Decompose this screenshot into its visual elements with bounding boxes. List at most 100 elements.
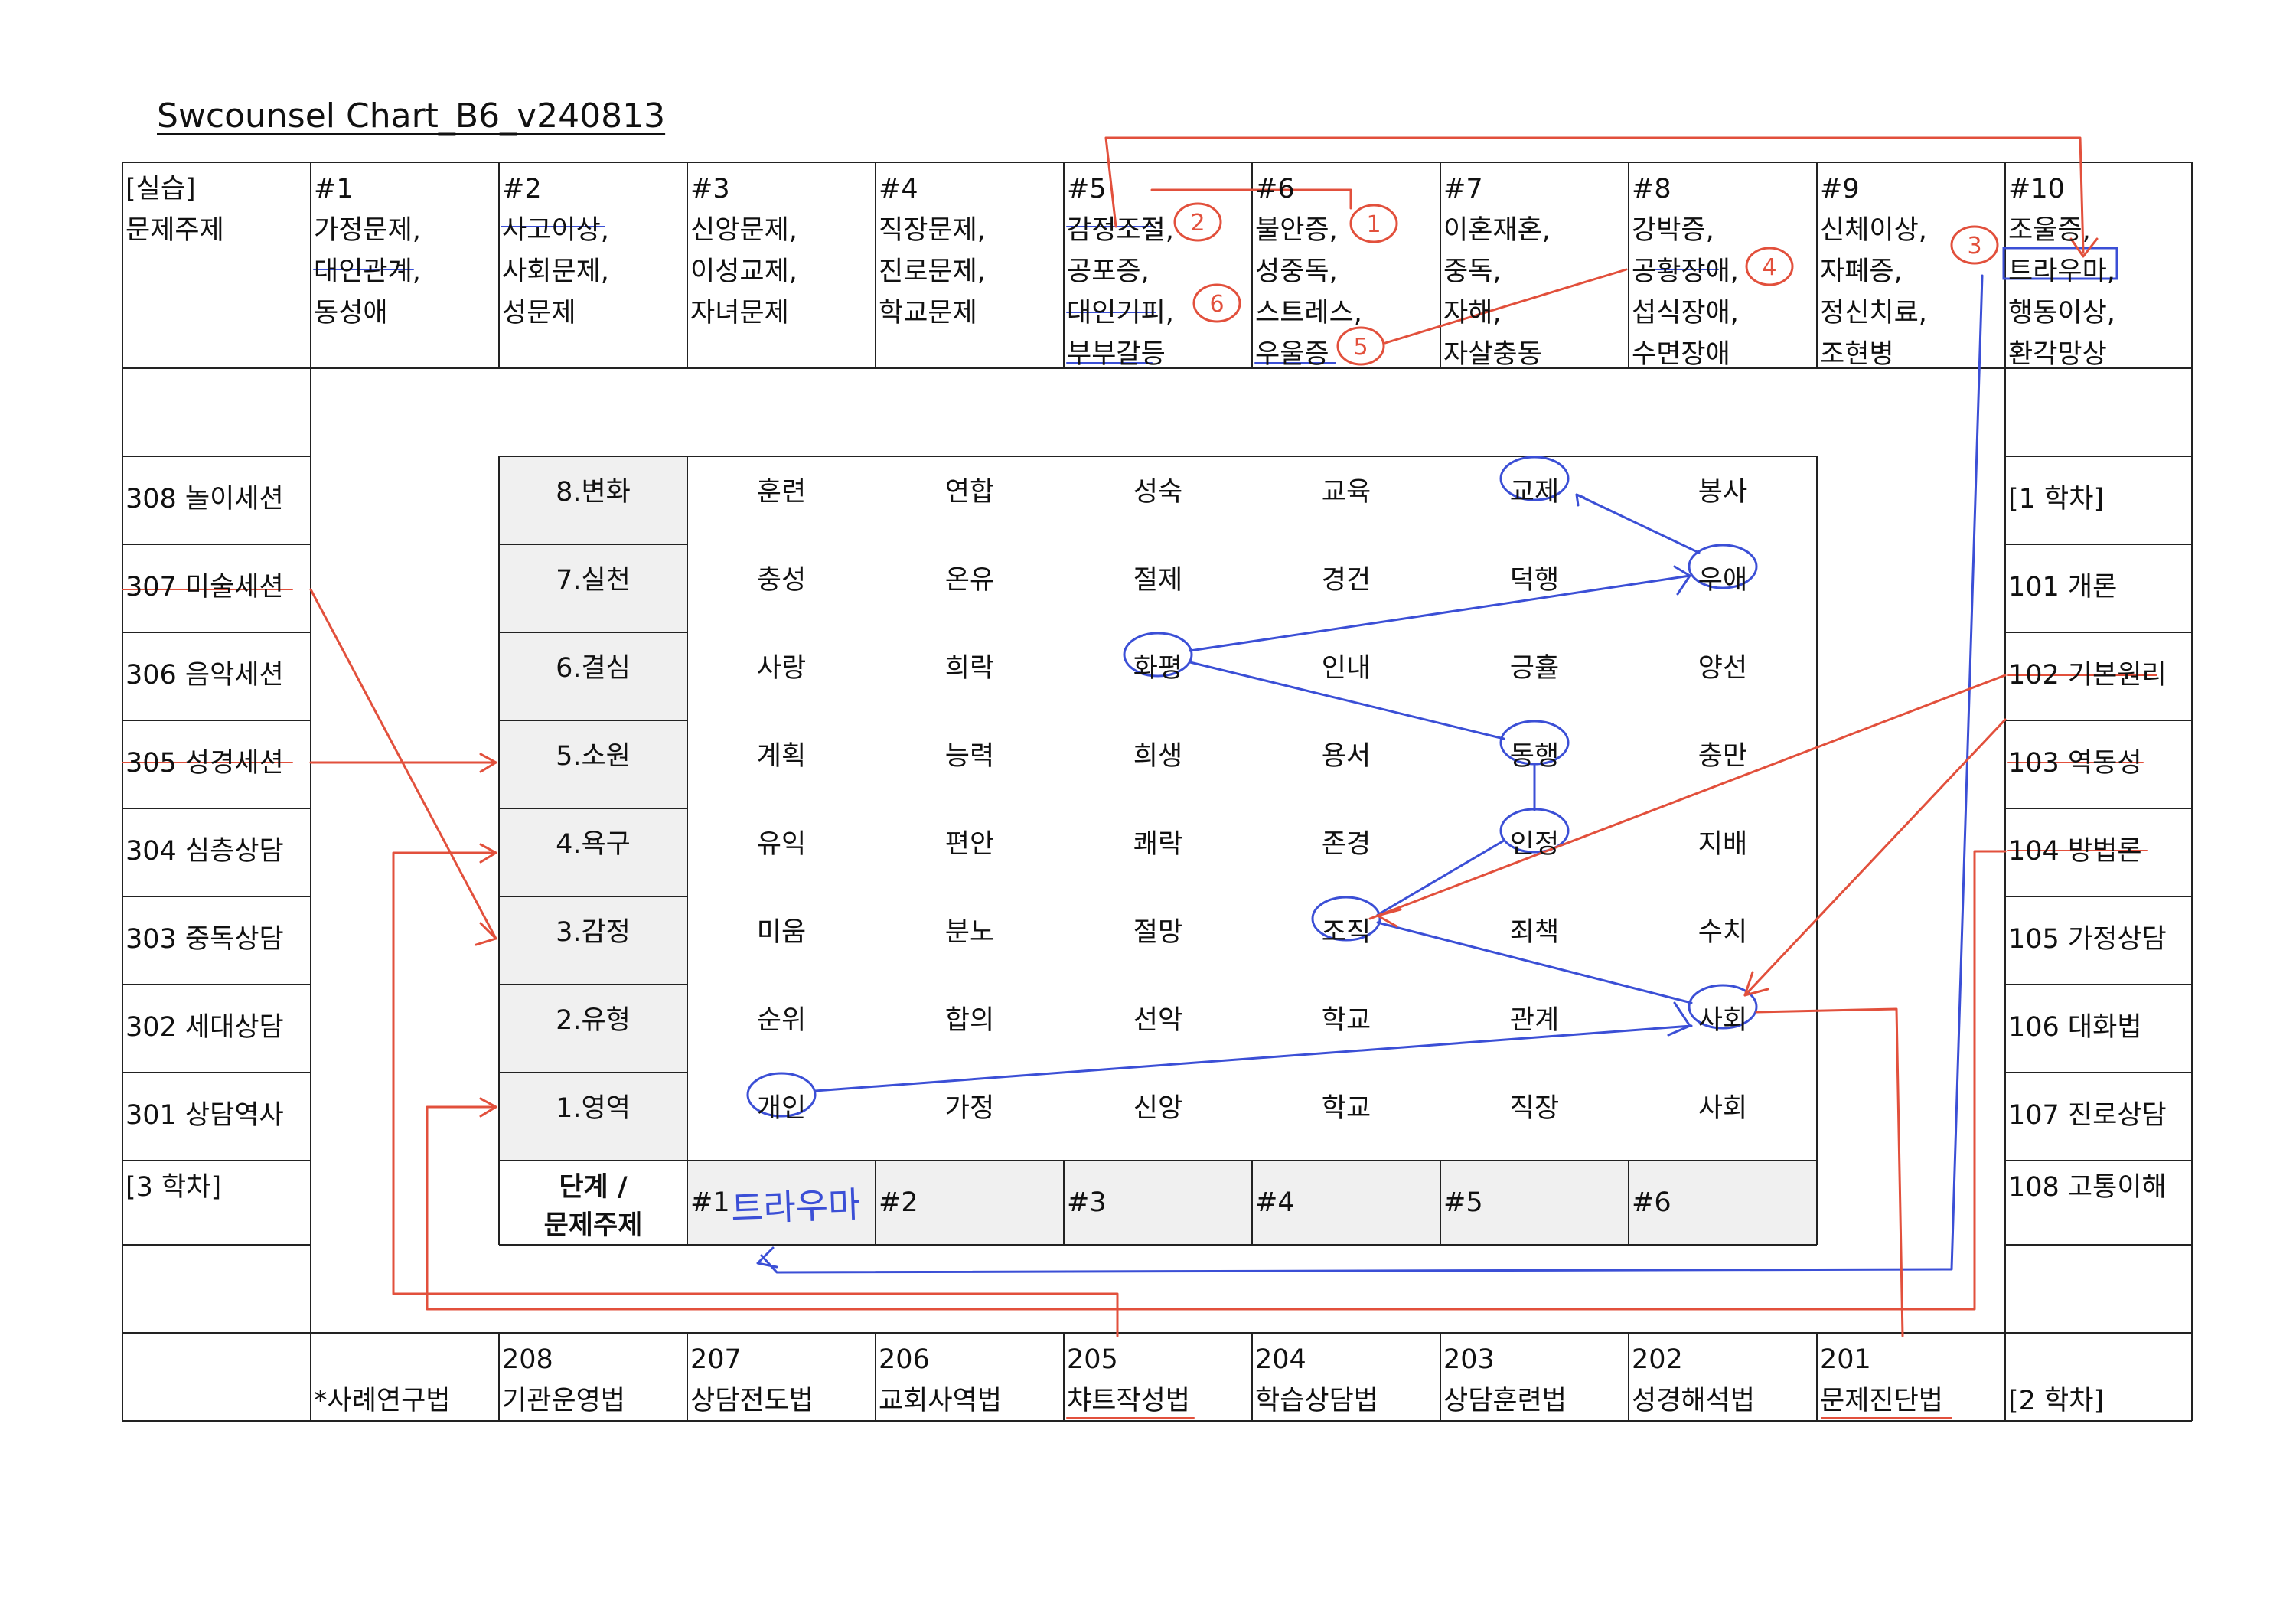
value-word: 가정 xyxy=(944,1093,995,1124)
footer-label-text: 문제주제 xyxy=(543,1210,643,1241)
value-word: 훈련 xyxy=(756,477,807,508)
left-course-2: 306 음악세션 xyxy=(126,660,284,691)
problem-topic: 성문제 xyxy=(502,298,576,328)
problem-topic: 자녀문제 xyxy=(690,298,789,328)
header-col-2: #2 사고이상, 사회문제, 성문제 xyxy=(499,162,687,368)
bottom-course-8: 201 문제진단법 xyxy=(1817,1333,2005,1421)
course-label: 성경해석법 xyxy=(1632,1386,1756,1416)
value-word: 절망 xyxy=(1133,917,1183,948)
course-number: 203 xyxy=(1443,1344,1495,1375)
header-col-9: #9 신체이상, 자폐증, 정신치료, 조현병 xyxy=(1817,162,2005,370)
red-top-route xyxy=(1104,136,2085,254)
value-word: 절제 xyxy=(1133,565,1183,596)
corner-text: 문제주제 xyxy=(126,215,224,246)
blue-arrowheads xyxy=(1575,493,1691,1037)
problem-topic: 진로문제, xyxy=(879,256,986,287)
red-marker-number: 1 xyxy=(1366,211,1381,238)
stage-label-2: 6.결심 xyxy=(556,653,631,684)
problem-number: #9 xyxy=(1820,174,1860,204)
red-marker-number: 3 xyxy=(1967,233,1981,260)
value-word: 사회 xyxy=(1698,1005,1748,1036)
problem-topic: 자해, xyxy=(1443,298,1502,328)
red-marker-number: 5 xyxy=(1353,334,1368,361)
value-word: 긍휼 xyxy=(1509,653,1560,684)
red-route-art xyxy=(309,588,497,940)
problem-topic: 공포증, xyxy=(1067,256,1150,287)
problem-number: #2 xyxy=(502,174,542,204)
value-word: 학교 xyxy=(1321,1005,1371,1036)
left-course-1: 307 미술세션 xyxy=(126,572,284,603)
left-course-6: 302 세대상담 xyxy=(126,1012,284,1043)
red-route-art-head xyxy=(475,922,497,946)
right-course-4: 104 방법론 xyxy=(2008,836,2142,867)
problem-number: #7 xyxy=(1443,174,1483,204)
problem-number: #10 xyxy=(2008,174,2065,204)
left-course-4: 304 심층상담 xyxy=(126,836,284,867)
course-label: 기관운영법 xyxy=(502,1386,626,1416)
value-word: 인정 xyxy=(1509,829,1560,860)
value-word: 화평 xyxy=(1133,653,1183,684)
value-word: 관계 xyxy=(1509,1005,1560,1036)
problem-number: #3 xyxy=(690,174,730,204)
problem-topic: 이성교제, xyxy=(690,256,797,287)
right-course-5: 105 가정상담 xyxy=(2008,924,2167,955)
bottom-course-5: 204 학습상담법 xyxy=(1252,1333,1440,1421)
bottom-course-0: *사례연구법 xyxy=(311,1333,499,1421)
value-word: 교제 xyxy=(1509,477,1560,508)
problem-topic: 조현병 xyxy=(1820,339,1894,370)
blue-route-trauma xyxy=(760,274,1984,1274)
grid-footer-col-4: #4 xyxy=(1255,1187,1295,1218)
problem-topic: 자폐증, xyxy=(1820,256,1903,287)
value-word: 덕행 xyxy=(1509,565,1560,596)
value-word: 용서 xyxy=(1321,741,1371,772)
red-route-bible-head xyxy=(479,753,497,773)
blue-circle-0 xyxy=(1499,456,1570,501)
course-label: *사례연구법 xyxy=(314,1386,451,1416)
blue-circle-3 xyxy=(1499,720,1570,766)
problem-number: #4 xyxy=(879,174,918,204)
problem-topic: 수면장애 xyxy=(1632,339,1730,370)
value-word: 지배 xyxy=(1698,829,1748,860)
red-marker-circle-2 xyxy=(1950,225,1999,265)
header-col-7: #7 이혼재혼, 중독, 자해, 자살충동 xyxy=(1440,162,1629,370)
problem-topic: 자살충동 xyxy=(1443,339,1542,370)
bottom-course-3: 206 교회사역법 xyxy=(876,1333,1064,1421)
value-word: 능력 xyxy=(944,741,995,772)
handwritten-trauma-note: 트라우마 xyxy=(730,1184,862,1229)
grid-footer-col-2: #2 xyxy=(879,1187,918,1218)
problem-topic: 사고이상, xyxy=(502,215,609,246)
header-col-1: #1 가정문제, 대인관계, 동성애 xyxy=(311,162,499,368)
header-col-5: #5 감정조절, 공포증, 대인기피, 부부갈등 xyxy=(1064,162,1252,370)
footer-label-text: 단계 / xyxy=(559,1172,628,1203)
course-number xyxy=(2008,1339,2190,1380)
course-label: 상담훈련법 xyxy=(1443,1386,1567,1416)
value-word: 우애 xyxy=(1698,565,1748,596)
left-course-0: 308 놀이세션 xyxy=(126,484,284,514)
problem-topic: 가정문제, xyxy=(314,215,421,246)
stage-label-4: 4.욕구 xyxy=(556,829,631,860)
stage-label-3: 5.소원 xyxy=(556,741,631,772)
red-marker-number: 2 xyxy=(1190,210,1205,237)
value-word: 미움 xyxy=(756,917,807,948)
course-number: 208 xyxy=(502,1344,553,1375)
header-col-4: #4 직장문제, 진로문제, 학교문제 xyxy=(876,162,1064,368)
problem-topic: 강박증, xyxy=(1632,215,1714,246)
stage-label-1: 7.실천 xyxy=(556,565,631,596)
left-course-8: [3 학차] xyxy=(126,1172,222,1203)
problem-number: #8 xyxy=(1632,174,1671,204)
problem-number: #5 xyxy=(1067,174,1107,204)
bottom-course-1: 208 기관운영법 xyxy=(499,1333,687,1421)
right-course-3: 103 역동성 xyxy=(2008,748,2142,779)
left-course-7: 301 상담역사 xyxy=(126,1100,284,1131)
bottom-course-7: 202 성경해석법 xyxy=(1629,1333,1817,1421)
course-label: 문제진단법 xyxy=(1820,1386,1944,1416)
red-route-method2-head xyxy=(479,1097,497,1118)
red-route-method xyxy=(1743,718,2007,997)
problem-topic: 신앙문제, xyxy=(690,215,797,246)
grid-footer-col-1: #1 xyxy=(690,1187,730,1218)
problem-topic: 조울증, xyxy=(2008,215,2091,246)
red-route-fear-head xyxy=(1376,908,1402,928)
chart-title: Swcounsel Chart_B6_v240813 xyxy=(157,96,666,136)
value-word: 양선 xyxy=(1698,653,1748,684)
